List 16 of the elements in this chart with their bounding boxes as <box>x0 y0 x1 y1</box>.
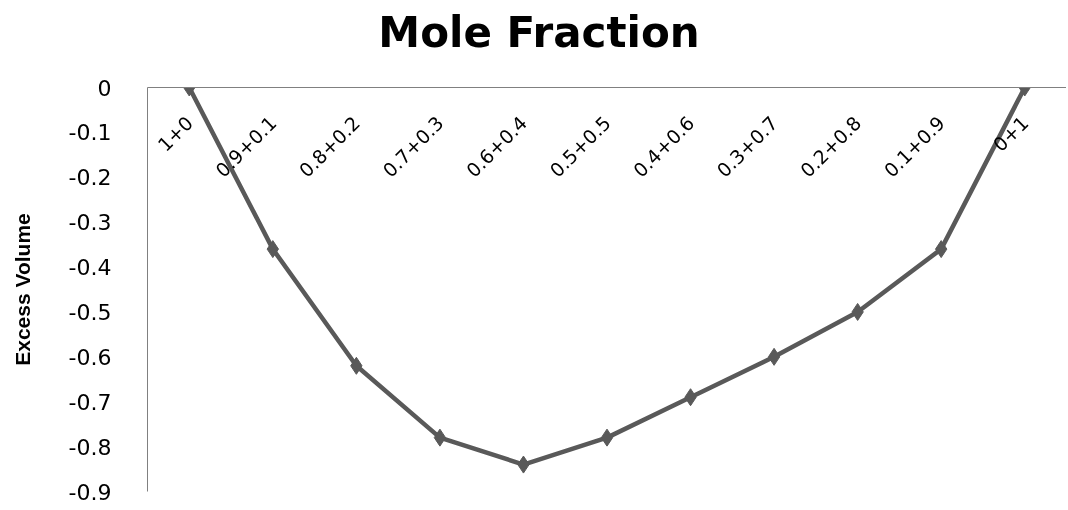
y-axis-title: Excess Volume <box>10 213 34 366</box>
point <box>767 347 781 366</box>
x-tick-label: 0+1 <box>988 111 1033 156</box>
y-tick-label: -0.3 <box>68 210 112 236</box>
y-tick-label: -0.6 <box>68 344 112 370</box>
y-tick-label: -0.2 <box>68 165 112 191</box>
chart-title: Mole Fraction <box>378 7 700 57</box>
y-tick-label: -0.8 <box>68 434 112 460</box>
point <box>600 428 614 447</box>
y-tick-label: -0.5 <box>68 299 112 325</box>
y-tick-label: 0 <box>97 75 112 101</box>
y-tick-label: -0.9 <box>68 479 112 505</box>
point <box>433 428 447 447</box>
y-tick-label: -0.4 <box>68 255 112 281</box>
y-tick-label: -0.1 <box>68 120 112 146</box>
y-tick-label: -0.7 <box>68 389 112 415</box>
